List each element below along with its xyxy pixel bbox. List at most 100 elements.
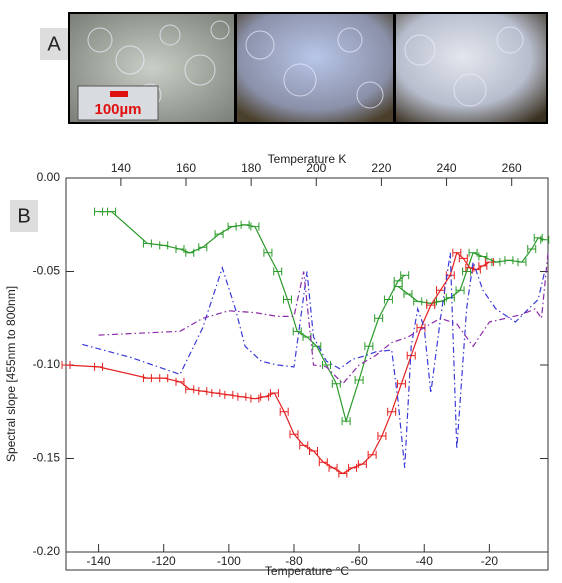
data-point	[185, 248, 195, 257]
data-point	[413, 297, 423, 306]
data-point	[263, 248, 273, 257]
x-tick-label: -140	[87, 554, 111, 568]
data-point	[367, 450, 377, 459]
top-tick-label: 220	[371, 161, 391, 175]
x-tick-label: -20	[481, 554, 499, 568]
data-point	[341, 417, 351, 426]
data-point	[504, 256, 514, 265]
data-point	[185, 385, 195, 394]
data-point	[338, 469, 348, 478]
data-point	[175, 377, 185, 386]
data-point	[478, 252, 488, 261]
data-point	[445, 293, 455, 302]
top-tick-label: 200	[306, 161, 326, 175]
data-point	[331, 379, 341, 388]
top-axis-title: Temperature K	[268, 152, 347, 166]
data-point	[107, 207, 117, 216]
scale-label: 100µm	[94, 101, 141, 118]
panel-label-box	[10, 200, 38, 232]
data-point	[175, 245, 185, 254]
data-point	[211, 389, 221, 398]
data-point	[484, 258, 494, 267]
scale-bar	[110, 91, 128, 97]
y-tick-label: -0.10	[33, 357, 61, 371]
data-point	[273, 267, 283, 276]
data-point	[452, 248, 462, 257]
series-line	[98, 252, 549, 385]
data-point	[312, 342, 322, 351]
data-point	[159, 241, 169, 250]
data-point	[142, 239, 152, 248]
panel-label-box	[40, 28, 68, 60]
top-tick-label: 180	[241, 161, 261, 175]
data-point	[387, 407, 397, 416]
data-point	[282, 295, 292, 304]
data-point	[279, 407, 289, 416]
data-point	[364, 342, 374, 351]
data-point	[198, 243, 208, 252]
data-point	[240, 220, 250, 229]
data-point	[396, 379, 406, 388]
y-tick-label: 0.00	[37, 170, 61, 184]
data-point	[517, 258, 527, 267]
data-point	[383, 295, 393, 304]
data-point	[455, 286, 465, 295]
series-line	[82, 252, 546, 468]
data-point	[227, 222, 237, 231]
photo	[237, 14, 393, 122]
top-tick-label: 240	[437, 161, 457, 175]
data-point	[468, 248, 478, 257]
top-tick-label: 140	[111, 161, 131, 175]
y-axis-title: Spectral slope [455nm to 800nm]	[4, 286, 18, 462]
data-point	[309, 447, 319, 456]
data-point	[289, 430, 299, 439]
data-point	[458, 254, 468, 263]
panel-label: A	[47, 33, 61, 55]
data-point	[393, 282, 403, 291]
data-point	[540, 235, 550, 244]
data-point	[269, 389, 279, 398]
y-tick-label: -0.15	[33, 451, 61, 465]
data-point	[260, 392, 270, 401]
data-point	[94, 207, 104, 216]
data-point	[377, 432, 387, 441]
x-tick-label: -100	[217, 554, 241, 568]
data-point	[354, 375, 364, 384]
data-point	[403, 289, 413, 298]
data-point	[318, 458, 328, 467]
y-tick-label: -0.05	[33, 264, 61, 278]
data-point	[250, 222, 260, 231]
x-tick-label: -40	[416, 554, 434, 568]
data-point	[292, 327, 302, 336]
data-point	[198, 387, 208, 396]
top-tick-label: 160	[176, 161, 196, 175]
data-point	[61, 361, 71, 369]
series-line	[65, 251, 490, 475]
panel-label: B	[17, 205, 30, 227]
x-tick-label: -120	[152, 554, 176, 568]
data-point	[328, 463, 338, 472]
data-point	[436, 286, 446, 295]
series-line	[98, 211, 545, 424]
data-point	[357, 460, 367, 469]
photo	[396, 14, 546, 122]
data-point	[462, 267, 472, 276]
x-tick-label: -80	[285, 554, 303, 568]
data-point	[426, 301, 436, 310]
data-point	[374, 314, 384, 323]
data-point	[250, 394, 260, 403]
data-point	[94, 362, 104, 371]
data-point	[142, 374, 152, 383]
data-point	[159, 374, 169, 383]
data-point	[214, 230, 224, 239]
data-point	[237, 392, 247, 401]
data-point	[322, 361, 332, 369]
data-point	[299, 441, 309, 450]
data-point	[527, 245, 537, 254]
data-point	[400, 271, 410, 280]
data-point	[224, 390, 234, 399]
x-axis-title: Temperature °C	[265, 564, 349, 578]
y-tick-label: -0.20	[33, 544, 61, 558]
x-tick-label: -60	[350, 554, 368, 568]
